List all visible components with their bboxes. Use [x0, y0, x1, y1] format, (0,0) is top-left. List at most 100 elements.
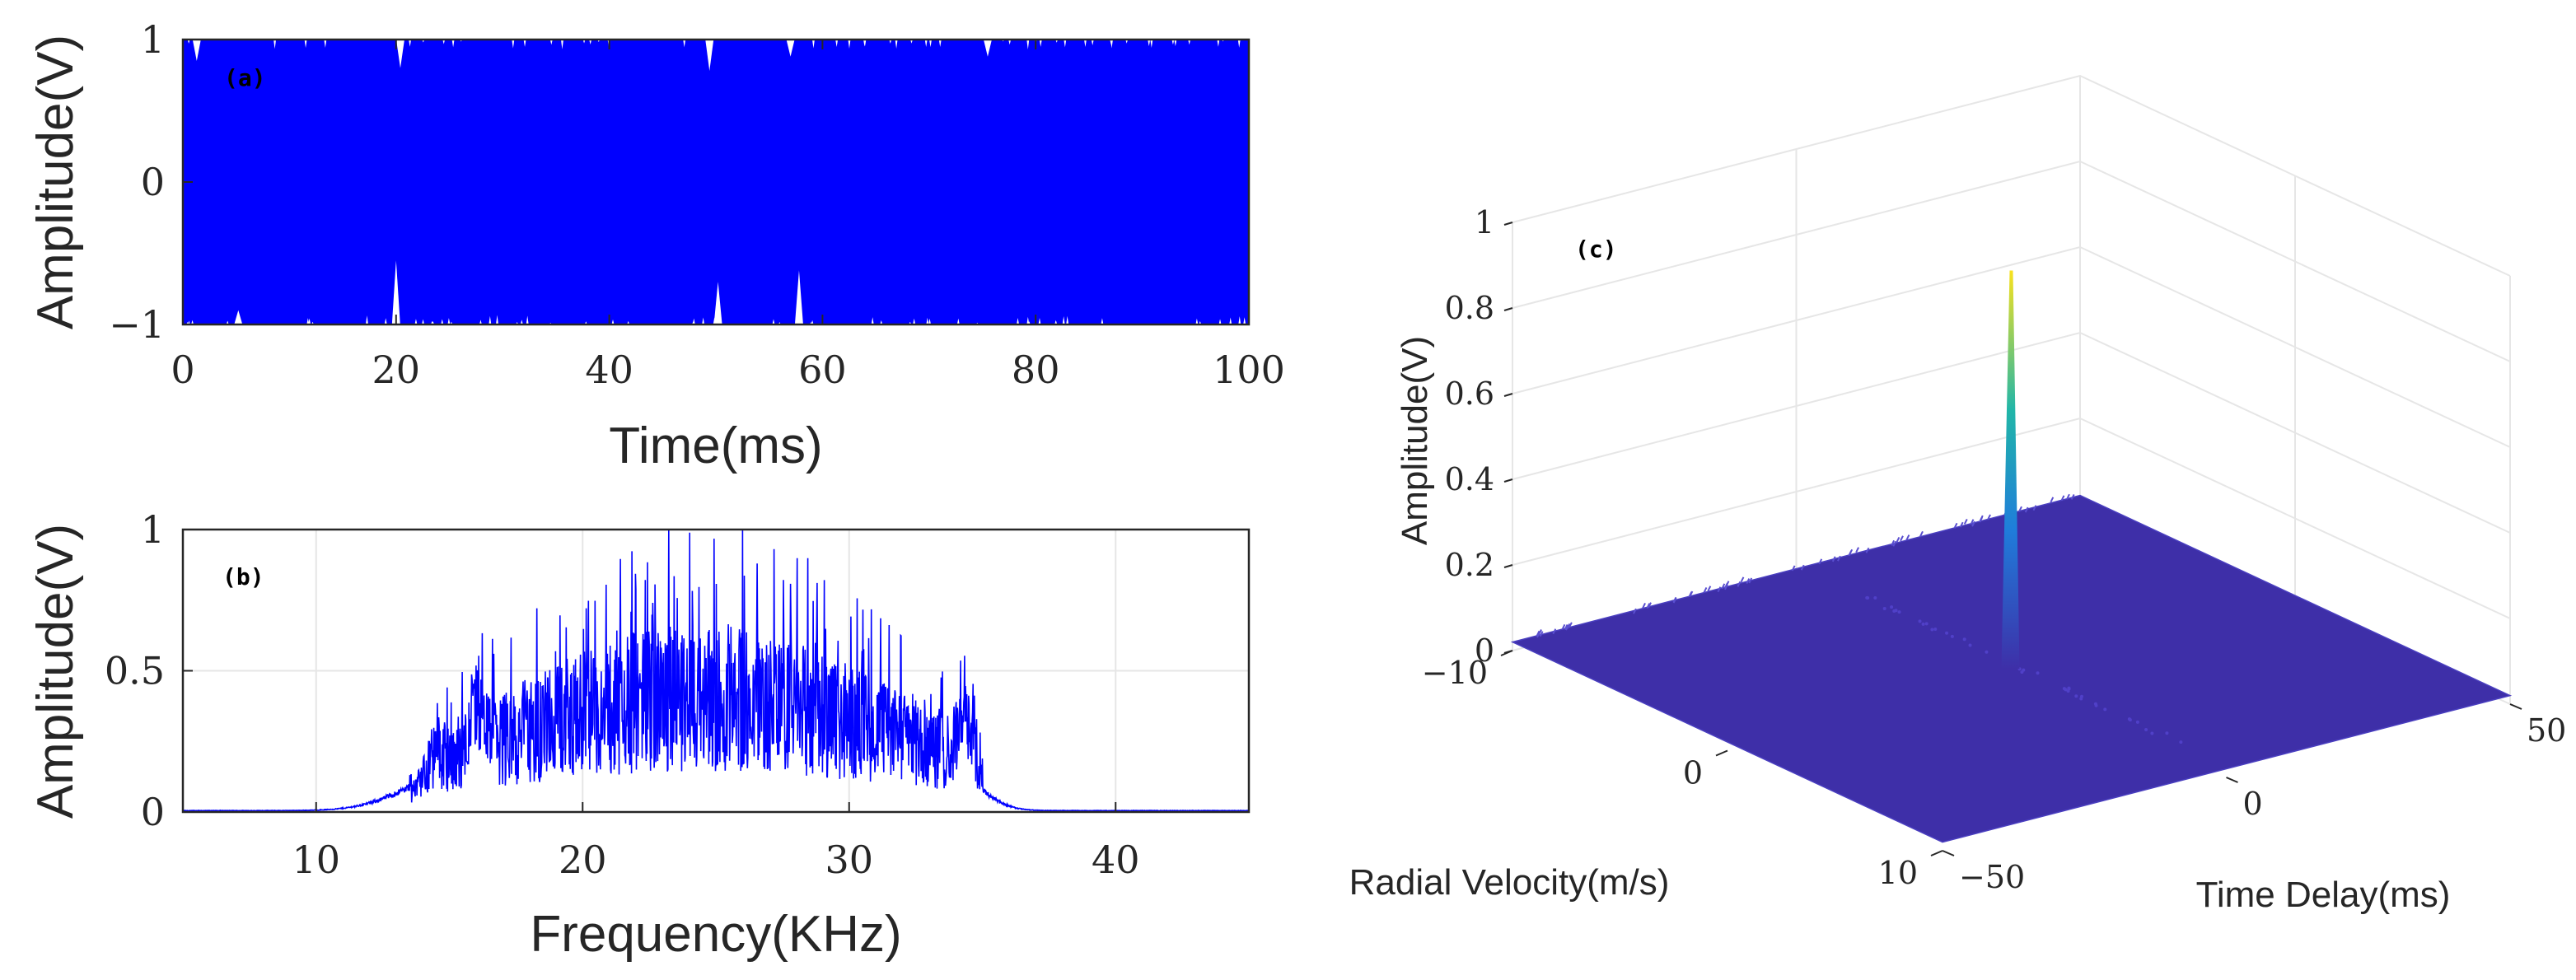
panel-label-c: (c)	[1575, 236, 1617, 263]
series-a-flick	[1237, 40, 1241, 48]
z-tick-label-c: 0.6	[1445, 376, 1494, 412]
z-tick-label-c: 0.2	[1445, 547, 1494, 583]
surface-ridge	[1924, 622, 1928, 626]
x-tick-label-a: 80	[1012, 348, 1060, 392]
x-tick-label-a: 100	[1213, 348, 1285, 392]
series-a-flick	[451, 40, 455, 48]
surface-ripple	[1740, 576, 1745, 583]
x-tick-label-c: −50	[1959, 859, 2025, 895]
series-a-flick	[811, 320, 814, 324]
z-tick-label-c: 0	[1475, 632, 1494, 669]
surface-ripple	[1891, 539, 1896, 546]
surface-ripple	[1717, 586, 1722, 593]
surface-ridge	[1897, 610, 1901, 614]
surface-ripple	[1837, 555, 1841, 562]
series-a-band	[183, 40, 1249, 324]
surface-ripple	[1900, 535, 1904, 542]
y-tick-label-a: 1	[141, 17, 165, 62]
series-a-flick	[956, 318, 960, 324]
series-a-flick	[1017, 318, 1020, 324]
surface-ripple	[1800, 564, 1805, 571]
series-a-flick	[863, 40, 867, 47]
surface-ridge	[1962, 637, 1966, 642]
series-a-flick	[365, 315, 368, 324]
y-tick-label-a: 0	[141, 160, 165, 204]
surface-ridge	[1945, 631, 1949, 635]
surface-ripple	[1707, 586, 1712, 592]
series-a-dip-4	[705, 40, 714, 72]
surface-ripple	[1672, 596, 1677, 603]
surface-ridge	[1930, 628, 1934, 632]
surface-ridge	[1882, 606, 1886, 610]
surface-ripple	[1552, 628, 1557, 635]
z-tick-c	[1503, 222, 1513, 226]
series-a-flick	[1229, 317, 1232, 324]
surface-ridge	[1921, 622, 1925, 626]
series-a-flick	[1150, 40, 1153, 48]
surface-ridge	[2103, 707, 2107, 712]
x-axis-label-b: Frequency(KHz)	[530, 906, 901, 963]
surface-ridge	[2144, 727, 2148, 731]
surface-ripple	[2050, 497, 2055, 503]
surface-ripple	[1642, 603, 1646, 609]
y-ticks-a: −1 0 1	[109, 17, 193, 347]
surface-ridge	[2179, 740, 2183, 744]
y-tick-c	[1715, 749, 1728, 757]
surface-ripple	[1892, 540, 1897, 547]
z-tick-c	[1503, 564, 1513, 568]
series-a-flick	[913, 318, 916, 324]
x-tick-label-b: 10	[292, 838, 340, 882]
surface-ridge	[2062, 687, 2066, 691]
surface-ripple	[1737, 581, 1741, 587]
x-tick-label-b: 40	[1092, 838, 1140, 882]
surface-ridge	[1873, 595, 1877, 600]
chart-a: 0 20 40 60 80 100 −101 (a) Time(ms) Amplitude…	[27, 17, 1285, 474]
series-a-dip-3	[395, 40, 404, 68]
surface-ripples-c	[1536, 493, 2183, 744]
x-tick-c	[2226, 777, 2238, 783]
surface-peak-c	[2001, 270, 2020, 670]
x-tick-label-b: 20	[559, 838, 607, 882]
series-a-flick	[304, 40, 307, 49]
surface-ridge	[1866, 596, 1870, 600]
series-a-flick	[1038, 318, 1041, 324]
series-a-flick	[479, 320, 482, 324]
series-a-flick	[848, 40, 851, 49]
series-a-flick	[1066, 315, 1069, 324]
series-a-flick	[1243, 317, 1246, 324]
series-a-dip-8	[983, 40, 992, 57]
surface-ridge	[2020, 670, 2024, 674]
surface-ripple	[1536, 630, 1540, 637]
surface-ripple	[1566, 623, 1571, 629]
series-a-flick	[835, 40, 839, 47]
z-tick-c	[1503, 307, 1513, 311]
chart-b: 10 20 30 40 00.51 (b) Frequency(KHz) Amplit…	[27, 507, 1251, 963]
x-axis-label-c: Time Delay(ms)	[2196, 875, 2451, 915]
surface-ridge	[1933, 627, 1938, 631]
surface-ripple	[1855, 547, 1860, 553]
surface-ripple	[1865, 547, 1870, 553]
surface-ripple	[1723, 582, 1728, 589]
series-a-flick	[1064, 40, 1067, 48]
panel-label-b: (b)	[222, 563, 264, 590]
surface-ripple	[1818, 558, 1823, 565]
series-a-flick	[1195, 318, 1199, 324]
surface-ripple	[2032, 505, 2037, 511]
y-tick-label-b: 0.5	[105, 649, 165, 693]
series-a-flick	[1008, 40, 1012, 45]
surface-ripple	[1953, 522, 1958, 529]
surface-ripple	[1748, 577, 1753, 584]
surface-ripple	[1959, 521, 1964, 528]
series-a-flick	[496, 315, 499, 324]
surface-ripple	[1569, 622, 1573, 628]
surface-ripple	[2024, 506, 2029, 513]
surface-ridge	[2036, 671, 2040, 675]
x-tick-label-c: 0	[2243, 786, 2263, 822]
x-axis-label-a: Time(ms)	[609, 418, 822, 474]
series-a-flick	[924, 40, 928, 48]
series-a-flick	[414, 319, 418, 324]
series-a-flick	[895, 40, 898, 49]
surface-ripple	[1688, 591, 1693, 598]
surface-ripple	[1646, 603, 1651, 609]
x-ticks-b: 10 20 30 40	[292, 802, 1140, 882]
